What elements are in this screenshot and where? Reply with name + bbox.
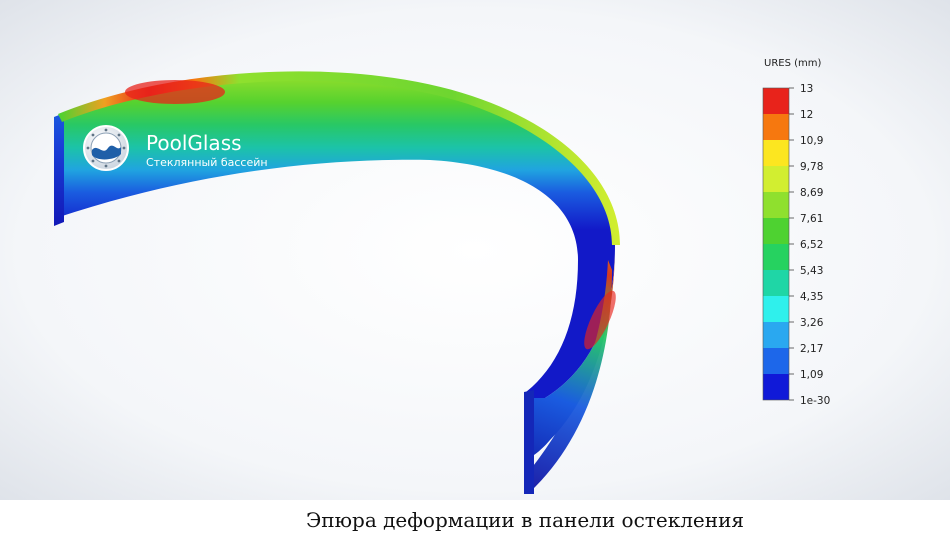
- legend-color-6: [763, 218, 789, 244]
- max-deformation-zone-top: [125, 80, 225, 104]
- figure-caption: Эпюра деформации в панели остекления: [305, 508, 745, 532]
- legend-color-8: [763, 270, 789, 296]
- legend-title: URES (mm): [764, 58, 821, 69]
- glass-panel-model[interactable]: [54, 71, 622, 494]
- logo-name: PoolGlass: [146, 131, 242, 155]
- legend-color-11: [763, 348, 789, 374]
- legend-color-2: [763, 114, 789, 140]
- legend-tick-label: 1e-30: [800, 395, 830, 407]
- legend-color-3: [763, 140, 789, 166]
- ures-legend: URES (mm) 13 12 10,9 9,78 8,69 7,61 6,52 5,43 4,…: [762, 58, 830, 407]
- poolglass-logo: PoolGlass Стеклянный бассейн: [83, 125, 268, 171]
- legend-tick-label: 12: [800, 109, 813, 121]
- panel-left-end: [54, 113, 64, 226]
- legend-color-9: [763, 296, 789, 322]
- panel-inner-surface: [56, 75, 615, 399]
- legend-tick-label: 7,61: [800, 213, 823, 225]
- legend-tick-label: 4,35: [800, 291, 823, 303]
- simulation-viewport[interactable]: PoolGlass Стеклянный бассейн URES (mm) 1…: [0, 0, 950, 500]
- logo-tagline: Стеклянный бассейн: [146, 156, 268, 169]
- panel-right-end: [524, 390, 534, 494]
- legend-color-12: [763, 374, 789, 400]
- legend-color-5: [763, 192, 789, 218]
- legend-tick-label: 9,78: [800, 161, 823, 173]
- legend-tick-label: 6,52: [800, 239, 823, 251]
- legend-color-10: [763, 322, 789, 348]
- legend-tick-label: 3,26: [800, 317, 824, 329]
- legend-tick-label: 13: [800, 83, 813, 95]
- legend-tick-label: 2,17: [800, 343, 823, 355]
- panel-outer-band: [530, 260, 612, 492]
- max-deformation-zone-right: [584, 290, 616, 350]
- legend-tick-label: 5,43: [800, 265, 823, 277]
- legend-color-bar: [762, 87, 790, 401]
- legend-color-4: [763, 166, 789, 192]
- legend-color-7: [763, 244, 789, 270]
- legend-tick-labels: 13 12 10,9 9,78 8,69 7,61 6,52 5,43 4,35 3,26 2,17…: [789, 83, 830, 407]
- fea-result-view: PoolGlass Стеклянный бассейн URES (mm) 1…: [0, 0, 950, 500]
- legend-tick-label: 8,69: [800, 187, 823, 199]
- panel-outer-surface: [526, 245, 615, 460]
- legend-color-1: [763, 88, 789, 114]
- legend-tick-label: 1,09: [800, 369, 823, 381]
- legend-tick-label: 10,9: [800, 135, 823, 147]
